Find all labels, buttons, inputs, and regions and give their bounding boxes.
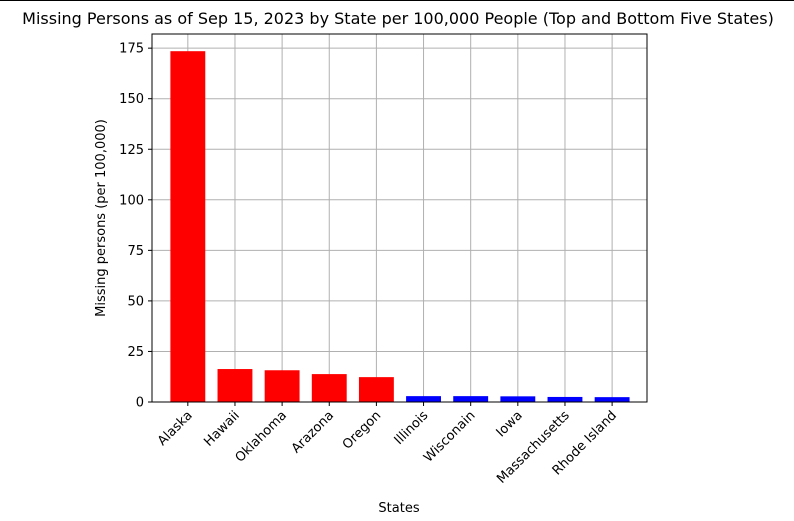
x-tick-label: Illinois bbox=[392, 408, 432, 448]
plot-frame bbox=[151, 33, 648, 403]
top-border bbox=[0, 0, 794, 1]
grid-lines bbox=[152, 34, 647, 403]
y-tick-label: 0 bbox=[136, 396, 144, 411]
x-axis-label: States bbox=[378, 501, 419, 516]
x-tick-label: Hawaii bbox=[201, 408, 242, 449]
x-tick-label: Oregon bbox=[340, 408, 384, 452]
x-tick-label: Wisconain bbox=[421, 408, 478, 465]
bar-iowa bbox=[500, 396, 536, 402]
bar-illinois bbox=[406, 396, 441, 402]
y-axis-label: Missing persons (per 100,000) bbox=[94, 119, 109, 317]
bar-hawaii bbox=[217, 369, 253, 402]
bar-oklahoma bbox=[264, 370, 300, 402]
y-tick-label: 100 bbox=[119, 193, 144, 208]
y-tick-label: 150 bbox=[119, 92, 144, 107]
y-tick-label: 25 bbox=[127, 345, 144, 360]
bar-rhode-island bbox=[594, 397, 630, 402]
y-tick-label: 75 bbox=[127, 244, 144, 259]
bars bbox=[170, 51, 630, 402]
bar-oregon bbox=[358, 377, 394, 402]
x-tick-label: Iowa bbox=[494, 408, 526, 440]
y-axis-ticks: 0 25 50 75 100 125 150 175 bbox=[119, 42, 152, 411]
chart-title: Missing Persons as of Sep 15, 2023 by St… bbox=[22, 9, 774, 28]
x-tick-label: Alaska bbox=[155, 408, 196, 449]
x-tick-label: Arazona bbox=[289, 408, 337, 456]
x-tick-label: Oklahoma bbox=[233, 408, 290, 465]
y-tick-label: 125 bbox=[119, 143, 144, 158]
bar-wisconain bbox=[453, 396, 489, 402]
y-tick-label: 50 bbox=[127, 294, 144, 309]
y-tick-label: 175 bbox=[119, 42, 144, 57]
bar-arazona bbox=[311, 374, 347, 402]
bar-alaska bbox=[170, 51, 206, 402]
bar-massachusetts bbox=[547, 396, 583, 402]
